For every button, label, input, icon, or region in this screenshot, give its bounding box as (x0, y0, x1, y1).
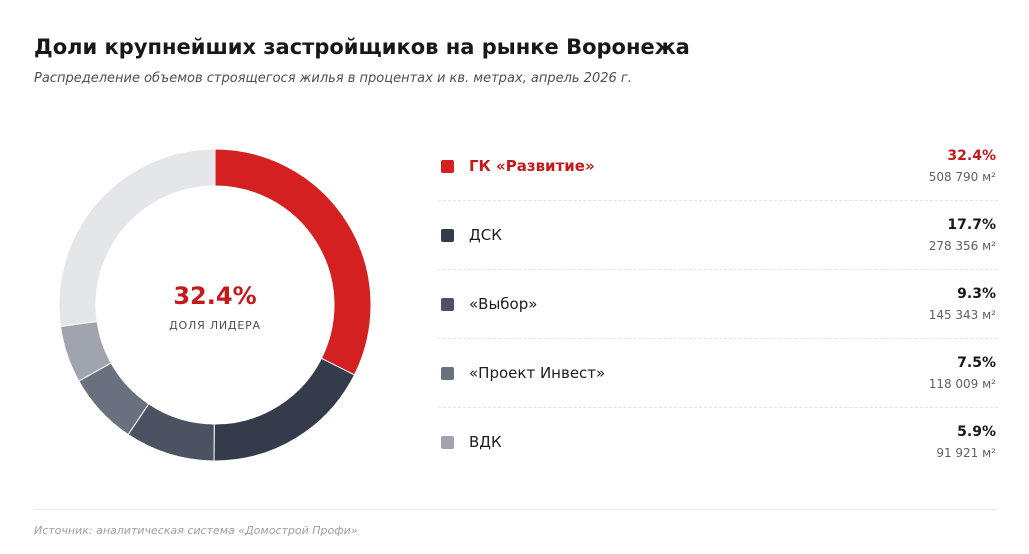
donut-slice-2 (213, 357, 356, 462)
chart-title: Доли крупнейших застройщиков на рынке Во… (34, 35, 690, 59)
donut-chart: 32.4% ДОЛЯ ЛИДЕРА (58, 148, 372, 462)
center-value: 32.4% (173, 282, 257, 310)
legend-name: ГК «Развитие» (469, 157, 595, 175)
legend-swatch (441, 436, 454, 449)
legend: ГК «Развитие» 32.4% 508 790 м² ДСК 17.7%… (438, 132, 998, 477)
legend-swatch (441, 160, 454, 173)
legend-item-proekt-invest: «Проект Инвест» 7.5% 118 009 м² (438, 339, 998, 408)
footer-divider (34, 509, 997, 510)
legend-item-vdk: ВДК 5.9% 91 921 м² (438, 408, 998, 477)
legend-area: 91 921 м² (936, 446, 996, 460)
donut-slice-remainder (58, 148, 216, 328)
legend-name: ДСК (469, 226, 502, 244)
legend-area: 278 356 м² (928, 239, 996, 253)
center-label: ДОЛЯ ЛИДЕРА (169, 319, 261, 332)
legend-item-dsk: ДСК 17.7% 278 356 м² (438, 201, 998, 270)
donut-slice-1 (214, 148, 372, 376)
legend-percent: 32.4% (947, 148, 996, 164)
legend-name: ВДК (469, 433, 502, 451)
legend-area: 145 343 м² (928, 308, 996, 322)
donut-svg (58, 148, 372, 462)
legend-name: «Проект Инвест» (469, 364, 606, 382)
legend-area: 508 790 м² (928, 170, 996, 184)
legend-item-razvitie: ГК «Развитие» 32.4% 508 790 м² (438, 132, 998, 201)
chart-subtitle: Распределение объемов строящегося жилья … (34, 71, 632, 86)
legend-name: «Выбор» (469, 295, 538, 313)
legend-swatch (441, 229, 454, 242)
legend-area: 118 009 м² (928, 377, 996, 391)
legend-swatch (441, 367, 454, 380)
legend-percent: 7.5% (957, 355, 996, 371)
legend-item-vybor: «Выбор» 9.3% 145 343 м² (438, 270, 998, 339)
legend-percent: 17.7% (947, 217, 996, 233)
legend-percent: 9.3% (957, 286, 996, 302)
legend-percent: 5.9% (957, 424, 996, 440)
source-note: Источник: аналитическая система «Домостр… (34, 524, 358, 537)
legend-swatch (441, 298, 454, 311)
